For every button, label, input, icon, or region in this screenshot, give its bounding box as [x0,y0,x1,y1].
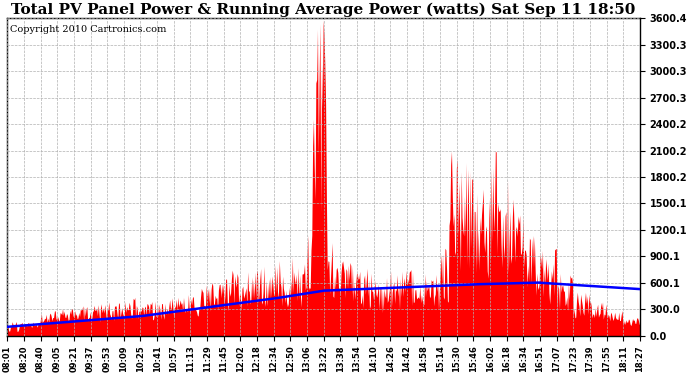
Title: Total PV Panel Power & Running Average Power (watts) Sat Sep 11 18:50: Total PV Panel Power & Running Average P… [12,3,635,17]
Text: Copyright 2010 Cartronics.com: Copyright 2010 Cartronics.com [10,25,167,34]
